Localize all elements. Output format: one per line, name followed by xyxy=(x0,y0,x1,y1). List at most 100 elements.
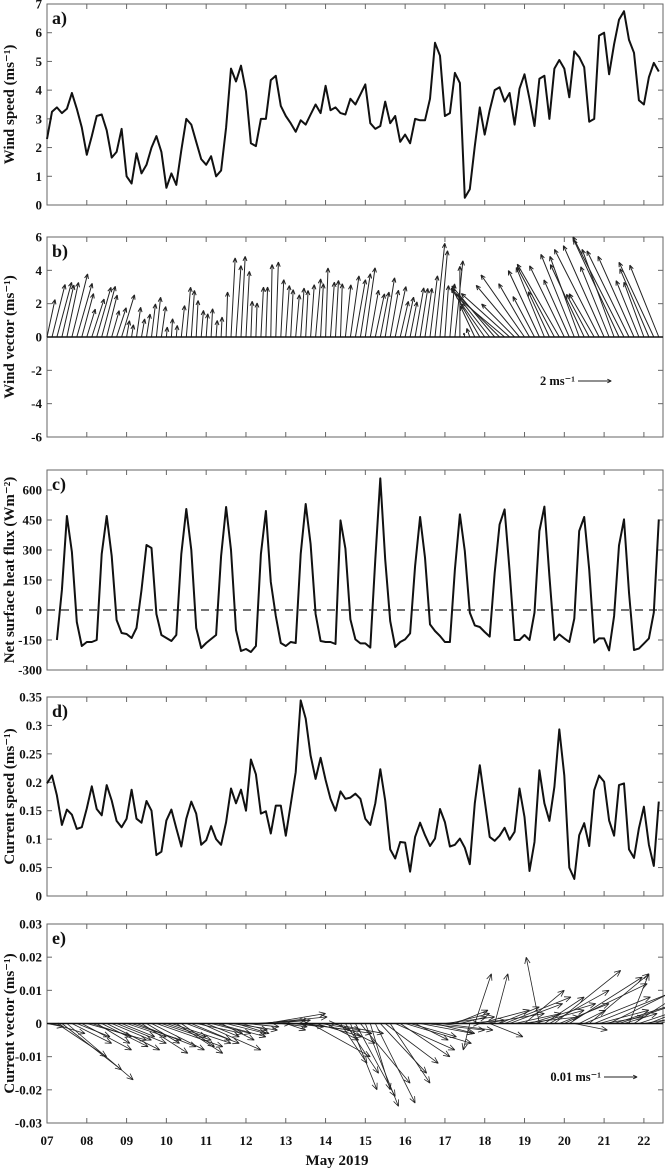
vector-arrow xyxy=(404,1023,472,1045)
vector-arrow xyxy=(96,286,113,338)
vector-arrow xyxy=(285,1023,306,1032)
vector-arrow xyxy=(130,324,136,338)
x-tick-label: 20 xyxy=(558,1133,571,1148)
y-tick-label: 2 xyxy=(36,296,43,311)
vector-arrow xyxy=(116,1023,167,1044)
current-vector-panel: 0.03 0.02 0.01 0 -0.01 -0.02 -0.03 Current vect… xyxy=(2,917,665,1169)
vector-arrow xyxy=(465,328,471,338)
vector-arrow xyxy=(534,1008,585,1024)
vector-arrow xyxy=(176,1023,224,1054)
y-tick-label: 0.2 xyxy=(26,775,42,790)
vector-arrow xyxy=(586,250,630,338)
vector-arrows xyxy=(46,236,660,338)
y-tick-label: 0.35 xyxy=(19,690,42,705)
y-tick-label: 0.1 xyxy=(26,832,42,847)
vector-arrow xyxy=(524,989,565,1024)
vector-arrow xyxy=(275,261,281,338)
y-tick-label: 0 xyxy=(36,1016,43,1031)
y-tick-label: -0.02 xyxy=(15,1082,42,1097)
vector-arrow xyxy=(481,303,515,338)
vector-arrow xyxy=(409,301,419,338)
vector-arrow xyxy=(295,294,302,338)
x-tick-label: 07 xyxy=(41,1133,55,1148)
vector-arrow xyxy=(71,1023,113,1044)
y-tick-label: -300 xyxy=(18,663,42,678)
current-speed-panel: 0.35 0.3 0.25 0.2 0.15 0.1 0.05 0 Current speed … xyxy=(2,690,664,904)
y-tick-label: 0 xyxy=(36,330,43,345)
vector-arrow xyxy=(419,288,430,338)
vector-arrow xyxy=(572,236,625,338)
vector-arrow xyxy=(584,996,651,1024)
y-tick-label: 3 xyxy=(36,111,43,126)
reference-arrow-label: 2 ms⁻¹ xyxy=(540,374,575,388)
vector-arrow xyxy=(121,294,136,338)
vector-arrow xyxy=(190,290,197,338)
y-axis-label: Net surface heat flux (Wm⁻²) xyxy=(2,477,18,664)
vector-arrow xyxy=(350,1023,378,1091)
vector-arrow xyxy=(540,253,575,338)
vector-arrow xyxy=(629,264,660,338)
vector-arrow xyxy=(51,284,67,338)
vector-arrow xyxy=(280,279,286,338)
y-tick-label: 300 xyxy=(23,543,43,558)
vector-arrow xyxy=(569,976,643,1024)
vector-arrow xyxy=(136,307,143,338)
y-tick-label: 5 xyxy=(36,54,43,69)
vector-arrow xyxy=(214,320,220,338)
vector-arrow xyxy=(580,266,610,338)
vector-arrow xyxy=(81,293,95,338)
vector-arrow xyxy=(364,1023,399,1107)
vector-arrow xyxy=(524,956,540,1024)
vector-arrow xyxy=(181,1023,215,1048)
vector-arrow xyxy=(608,995,665,1024)
vector-arrow xyxy=(395,1023,456,1051)
vector-arrow xyxy=(364,267,377,338)
y-tick-label: 0.03 xyxy=(19,917,42,932)
vector-arrow xyxy=(549,989,610,1024)
vector-arrow xyxy=(380,1023,428,1074)
vector-arrow xyxy=(230,257,238,338)
vector-arrow xyxy=(265,286,270,338)
vector-arrow xyxy=(658,1021,665,1024)
x-tick-label: 19 xyxy=(518,1133,532,1148)
vector-arrow xyxy=(155,296,163,338)
vector-arrow xyxy=(399,301,410,338)
vector-arrow xyxy=(458,297,505,338)
vector-arrow xyxy=(101,285,117,338)
plot-frame xyxy=(46,469,664,671)
vector-arrow xyxy=(66,1023,134,1081)
vector-arrow xyxy=(434,243,447,338)
vector-arrow xyxy=(205,313,210,338)
vector-arrow xyxy=(384,277,397,338)
vector-arrow xyxy=(141,318,147,338)
vector-arrow xyxy=(335,280,341,338)
plot-frame xyxy=(46,3,664,206)
vector-arrow xyxy=(498,283,530,338)
vector-arrow xyxy=(61,284,76,338)
plot-frame xyxy=(46,696,664,897)
vector-arrow xyxy=(504,996,572,1024)
vector-arrow xyxy=(429,275,440,338)
x-tick-label: 17 xyxy=(438,1133,452,1148)
vector-arrow xyxy=(414,1023,449,1041)
vector-arrow xyxy=(290,289,296,338)
x-tick-label: 13 xyxy=(279,1133,293,1148)
vector-arrow xyxy=(638,1014,665,1024)
wind-speed-panel: 0 1 2 3 4 5 6 7 Wind speed (ms⁻¹) a) xyxy=(2,0,664,213)
vector-arrow xyxy=(320,283,326,338)
vector-arrow xyxy=(46,299,57,338)
vector-arrow xyxy=(489,1023,524,1038)
vector-arrow xyxy=(225,291,230,338)
y-tick-label: 0 xyxy=(36,889,43,904)
vector-arrow xyxy=(359,273,373,338)
y-tick-label: 7 xyxy=(36,0,43,12)
vector-arrow xyxy=(420,1023,474,1036)
vector-arrow xyxy=(389,289,401,338)
vector-arrow xyxy=(86,308,97,338)
vector-arrow xyxy=(451,285,496,338)
y-tick-label: 150 xyxy=(23,573,43,588)
vector-arrow xyxy=(459,1015,487,1024)
vector-arrow xyxy=(146,1023,180,1044)
vector-arrow xyxy=(56,281,73,338)
x-tick-label: 22 xyxy=(637,1133,650,1148)
